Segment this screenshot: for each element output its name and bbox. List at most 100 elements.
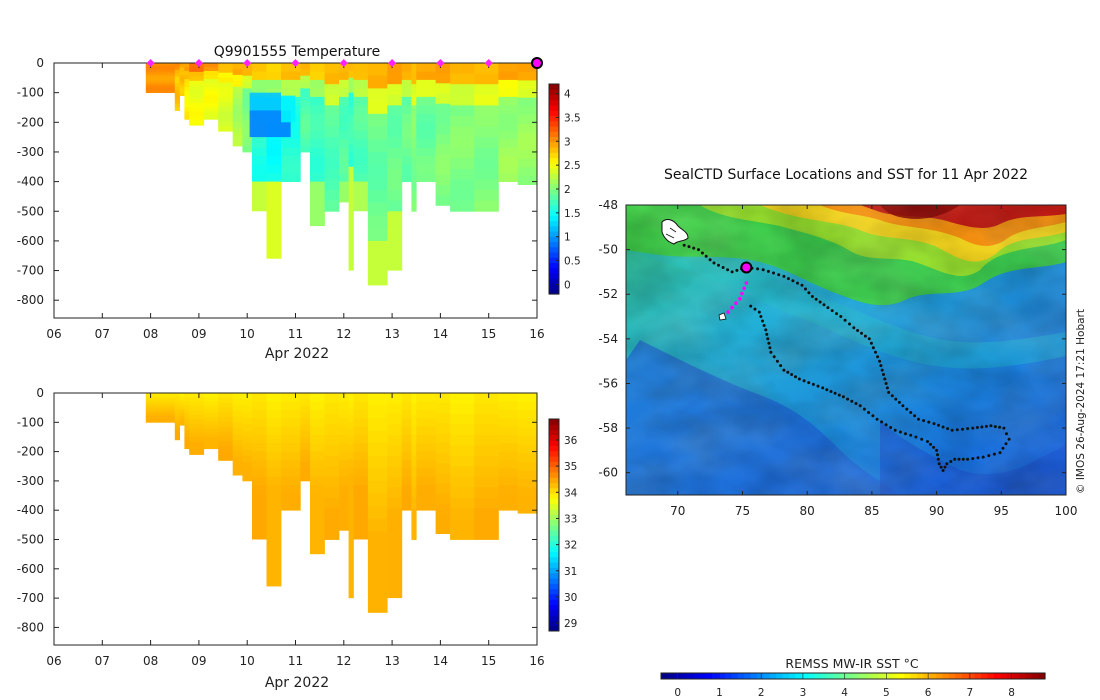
track-point xyxy=(807,381,811,385)
heatmap-cell xyxy=(300,474,311,482)
track-point xyxy=(909,411,913,414)
x-tick-label: 08 xyxy=(143,327,158,341)
heatmap-cell xyxy=(348,107,354,116)
track-point xyxy=(782,368,786,372)
heatmap-cell xyxy=(174,100,180,105)
heatmap-cell xyxy=(474,200,499,212)
track-point xyxy=(1005,432,1008,436)
heatmap-cell xyxy=(310,393,325,402)
heatmap-cell xyxy=(203,83,219,88)
heatmap-cell xyxy=(203,412,219,418)
track-point xyxy=(989,424,993,428)
heatmap-cell xyxy=(348,488,354,496)
colorbar-segment xyxy=(910,673,918,679)
heatmap-cell xyxy=(353,71,369,81)
heatmap-cell xyxy=(416,173,436,182)
track-point xyxy=(766,269,770,273)
heatmap-cell xyxy=(435,493,451,504)
heatmap-cell xyxy=(203,91,219,96)
colorbar-segment xyxy=(549,477,559,484)
heatmap-cell xyxy=(401,79,412,89)
colorbar-segment xyxy=(549,604,559,611)
colorbar-segment xyxy=(731,673,739,679)
heatmap-cell xyxy=(252,468,267,478)
colorbar-tick-label: 29 xyxy=(564,618,577,630)
heatmap-cell xyxy=(232,68,243,76)
heatmap-cell xyxy=(184,416,190,422)
heatmap-cell xyxy=(411,158,417,170)
colorbar-segment xyxy=(549,147,559,153)
heatmap-cell xyxy=(174,66,180,71)
heatmap-cell xyxy=(189,107,205,113)
track-point xyxy=(894,397,898,401)
heatmap-cell xyxy=(266,409,282,419)
heatmap-cell xyxy=(310,96,325,106)
heatmap-cell xyxy=(310,476,325,486)
track-point xyxy=(756,267,760,271)
heatmap-cell xyxy=(411,445,417,457)
heatmap-cell xyxy=(353,113,369,123)
colorbar-tick-label: 4 xyxy=(841,687,848,699)
heatmap-cell xyxy=(401,113,412,123)
x-tick-label: 16 xyxy=(529,654,544,668)
colorbar-tick-label: 3 xyxy=(564,136,571,148)
heatmap-cell xyxy=(498,476,519,486)
heatmap-cell xyxy=(498,105,519,115)
heatmap-cell xyxy=(281,401,301,411)
heatmap-cell xyxy=(474,403,499,415)
temperature-xlabel: Apr 2022 xyxy=(265,346,329,362)
heatmap-cell xyxy=(416,139,436,149)
heatmap-cell xyxy=(189,85,205,90)
heatmap-cell xyxy=(339,88,350,98)
colorbar-segment xyxy=(549,450,559,457)
colorbar-tick-label: 6 xyxy=(925,687,932,699)
heatmap-cell xyxy=(174,419,180,424)
heatmap-cell xyxy=(203,404,219,410)
heatmap-cell xyxy=(353,510,369,540)
colorbar-segment xyxy=(661,673,668,679)
heatmap-cell xyxy=(232,451,243,458)
colorbar-segment xyxy=(789,673,796,679)
heatmap-cell xyxy=(416,79,436,89)
heatmap-cell xyxy=(450,413,475,425)
heatmap-cell xyxy=(498,434,519,444)
heatmap-cell xyxy=(517,89,538,99)
heatmap-cell xyxy=(300,399,311,406)
heatmap-cell xyxy=(266,401,282,411)
colorbar-segment xyxy=(846,673,854,679)
heatmap-cell xyxy=(411,126,417,138)
y-tick-label: -500 xyxy=(17,533,44,547)
heatmap-cell xyxy=(252,409,267,419)
heatmap-cell xyxy=(232,410,243,417)
heatmap-cell xyxy=(203,111,219,116)
heatmap-cell xyxy=(517,149,538,159)
x-tick-label: 12 xyxy=(336,327,351,341)
heatmap-cell xyxy=(266,173,282,182)
heatmap-cell xyxy=(474,413,499,425)
heatmap-cell xyxy=(252,79,267,89)
heatmap-cell xyxy=(387,466,403,478)
heatmap-cell xyxy=(300,63,311,70)
heatmap-cell xyxy=(353,468,369,478)
heatmap-cell xyxy=(348,400,354,408)
heatmap-cell xyxy=(435,185,451,196)
heatmap-cell xyxy=(203,444,219,450)
heatmap-cell xyxy=(353,443,369,452)
heatmap-cell xyxy=(401,493,412,503)
colorbar-segment xyxy=(549,210,559,216)
heatmap-cell xyxy=(203,432,219,438)
heatmap-cell xyxy=(266,485,282,494)
heatmap-cell xyxy=(435,174,451,186)
track-point xyxy=(884,382,888,385)
track-point xyxy=(767,341,771,345)
heatmap-cell xyxy=(474,455,499,467)
heatmap-cell xyxy=(179,91,185,94)
heatmap-cell xyxy=(174,86,180,91)
colorbar-segment xyxy=(673,673,681,679)
heatmap-cell xyxy=(498,409,519,419)
x-tick-label: 07 xyxy=(95,654,110,668)
heatmap-cell xyxy=(174,433,180,437)
heatmap-cell xyxy=(339,476,350,486)
track-point xyxy=(878,359,882,363)
colorbar-segment xyxy=(833,673,841,679)
